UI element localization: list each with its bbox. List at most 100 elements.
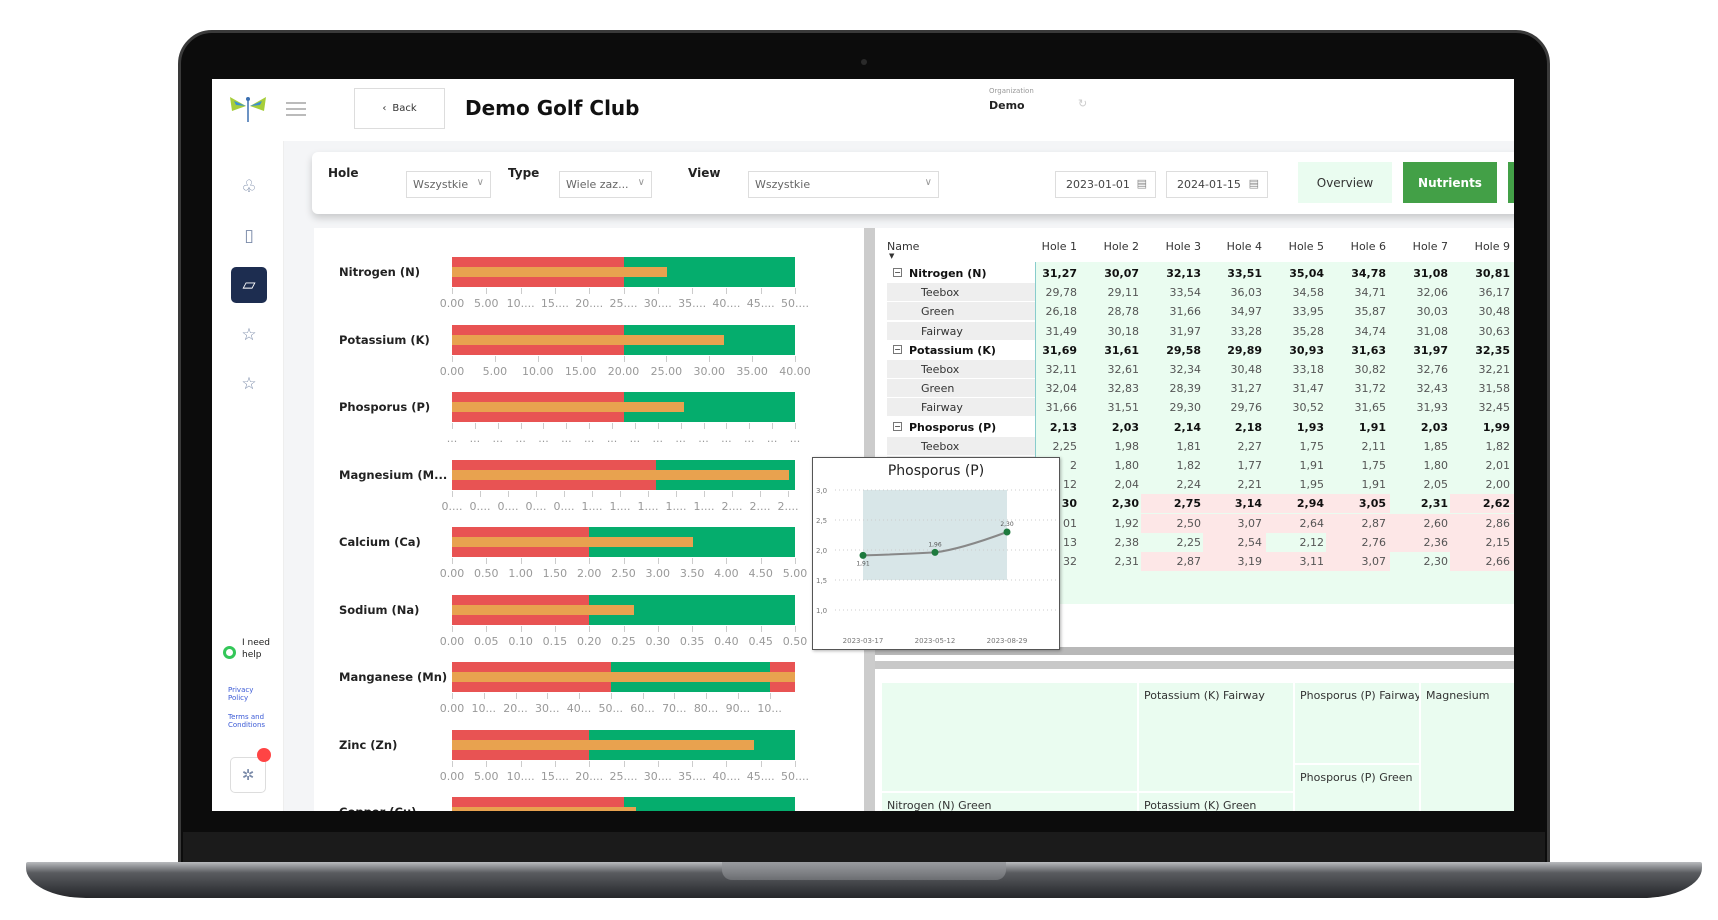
bullet-tick-label: 0.... <box>553 499 575 513</box>
bullet-tick <box>620 490 621 497</box>
table-cell: 2,31 <box>1114 555 1140 568</box>
bullet-value-bar <box>452 604 634 615</box>
treemap-cell[interactable]: Phosporus (P) Fairway <box>1294 682 1420 764</box>
column-header[interactable]: Hole 1 <box>1041 240 1077 253</box>
bullet-value-bar <box>452 267 667 277</box>
table-cell: 1,92 <box>1114 516 1140 530</box>
table-cell: 31,61 <box>1104 343 1139 357</box>
calendar-icon[interactable]: ▤ <box>1248 177 1259 190</box>
calendar-icon[interactable]: ▤ <box>1136 177 1147 190</box>
table-cell: 30,52 <box>1292 401 1325 415</box>
tab-next[interactable] <box>1508 162 1514 203</box>
bullet-tick-label: 25.... <box>609 769 638 783</box>
column-header[interactable]: Hole 9 <box>1474 240 1510 253</box>
satellite-button[interactable]: ✲ <box>230 757 266 793</box>
table-cell: 32,21 <box>1478 363 1511 376</box>
bullet-tick-label: 2.00 <box>576 567 602 580</box>
star-icon[interactable]: ☆ <box>241 374 257 394</box>
bullet-tick-label: ... <box>766 432 778 445</box>
table-scrollbar[interactable] <box>875 647 1514 655</box>
date-from-input[interactable]: 2023-01-01 ▤ <box>1055 171 1156 198</box>
bullet-tick <box>795 423 796 429</box>
back-button[interactable]: ‹ Back <box>354 88 445 129</box>
laptop-bezel <box>183 832 1545 864</box>
column-header[interactable]: Hole 2 <box>1103 240 1139 253</box>
table-cell: 29,76 <box>1230 401 1263 415</box>
table-cell: 2,30 <box>1111 497 1139 511</box>
bullet-tick <box>537 355 539 362</box>
table-cell: 3,14 <box>1203 494 1266 514</box>
column-header-name[interactable]: Name <box>887 240 920 253</box>
table-cell: 2,04 <box>1114 478 1140 492</box>
organization-label: Organization <box>989 87 1034 95</box>
collapse-icon[interactable]: − <box>893 421 902 431</box>
table-cell: 2,05 <box>1423 478 1449 492</box>
column-header[interactable]: Hole 6 <box>1350 240 1386 253</box>
view-select[interactable]: Wszystkie ∨ <box>748 171 939 198</box>
bullet-label: Manganese (Mn) <box>339 670 448 684</box>
bullet-tick-label: 1.... <box>637 499 659 513</box>
column-header[interactable]: Hole 7 <box>1412 240 1448 253</box>
table-cell: 33,28 <box>1230 324 1263 338</box>
sort-desc-icon[interactable]: ▼ <box>889 252 895 260</box>
collapse-icon[interactable]: − <box>893 268 902 277</box>
bullet-tick-label: 0.00 <box>439 567 465 580</box>
help-link[interactable]: I need help <box>242 638 271 660</box>
tab-nutrients[interactable]: Nutrients <box>1403 162 1497 203</box>
bullet-tick <box>486 625 488 632</box>
table-cell: 1,98 <box>1114 439 1140 453</box>
hole-select[interactable]: Wszystkie ∨ <box>406 171 491 198</box>
terms-link[interactable]: Terms and Conditions <box>228 713 266 729</box>
bullet-tick <box>589 288 591 294</box>
treemap-cell[interactable]: Magnesium <box>1420 682 1514 811</box>
table-cell: 1,93 <box>1296 420 1324 434</box>
bullet-tick-label: 4.50 <box>748 567 773 580</box>
treemap-cell[interactable] <box>881 682 1138 792</box>
table-row: Fairway 31,66 31,51 29,30 29,76 30,52 31,65 31,… <box>887 398 1514 418</box>
row-name: Teebox <box>887 436 1035 456</box>
collapse-icon[interactable]: − <box>893 344 902 354</box>
treemap-cell[interactable]: Phosporus (P) Green <box>1294 764 1420 811</box>
treemap-cell[interactable]: Nitrogen (N) Green <box>881 792 1138 811</box>
column-header[interactable]: Hole 3 <box>1165 240 1201 253</box>
tree-icon[interactable]: ♧ <box>241 177 257 197</box>
date-to-value: 2024-01-15 <box>1177 178 1241 191</box>
table-cell: 2,50 <box>1141 513 1205 533</box>
table-cell: 32,35 <box>1475 343 1510 357</box>
table-cell: 2,86 <box>1450 513 1514 533</box>
refresh-icon[interactable]: ↻ <box>1078 97 1088 110</box>
bullet-tick <box>692 288 694 294</box>
table-cell: 35,87 <box>1354 305 1387 319</box>
table-cell: 2,66 <box>1450 552 1514 571</box>
privacy-link[interactable]: Privacy Policy <box>228 686 254 702</box>
table-row: Teebox 29,78 29,11 33,54 36,03 34,58 34,71 32,0… <box>887 283 1514 303</box>
column-header[interactable]: Hole 4 <box>1226 240 1262 253</box>
bullet-tick <box>452 490 453 497</box>
treemap-cell[interactable]: Potassium (K) Green <box>1138 792 1294 811</box>
chevron-left-icon: ‹ <box>382 103 387 114</box>
treemap-cell[interactable]: Potassium (K) Fairway <box>1138 682 1294 792</box>
bullet-tick <box>692 558 694 564</box>
chevron-down-icon: ∨ <box>476 177 484 188</box>
bullet-tick <box>760 558 762 564</box>
bullet-tick-label: ... <box>789 432 801 445</box>
bullet-tick <box>610 693 612 699</box>
table-row: Teebox 2,25 1,98 1,81 2,27 1,75 2,11 1,85 1,82 <box>887 436 1514 456</box>
table-cell: 31,08 <box>1413 267 1448 280</box>
column-header[interactable]: Hole 5 <box>1288 240 1324 253</box>
type-select[interactable]: Wiele zaz... ∨ <box>559 171 652 198</box>
right-panel: Name ▼ Hole 1 Hole 2 Hole 3 Hole 4 Hole 5 Hole … <box>875 228 1514 811</box>
date-to-input[interactable]: 2024-01-15 ▤ <box>1166 171 1268 198</box>
hamburger-menu-icon[interactable] <box>286 102 306 116</box>
table-cell: 29,78 <box>1045 286 1078 300</box>
bullet-tick <box>452 558 453 564</box>
tab-overview[interactable]: Overview <box>1298 162 1392 203</box>
data-point <box>1003 528 1011 536</box>
star-icon[interactable]: ☆ <box>241 325 257 345</box>
table-cell: 31,97 <box>1413 343 1448 357</box>
map-icon[interactable]: ▯ <box>244 226 254 246</box>
bullet-value-bar <box>452 807 636 811</box>
calendar-icon[interactable]: ▱ <box>231 267 267 303</box>
bullet-tick-label: ... <box>698 432 709 445</box>
organization-value[interactable]: Demo <box>989 99 1025 112</box>
